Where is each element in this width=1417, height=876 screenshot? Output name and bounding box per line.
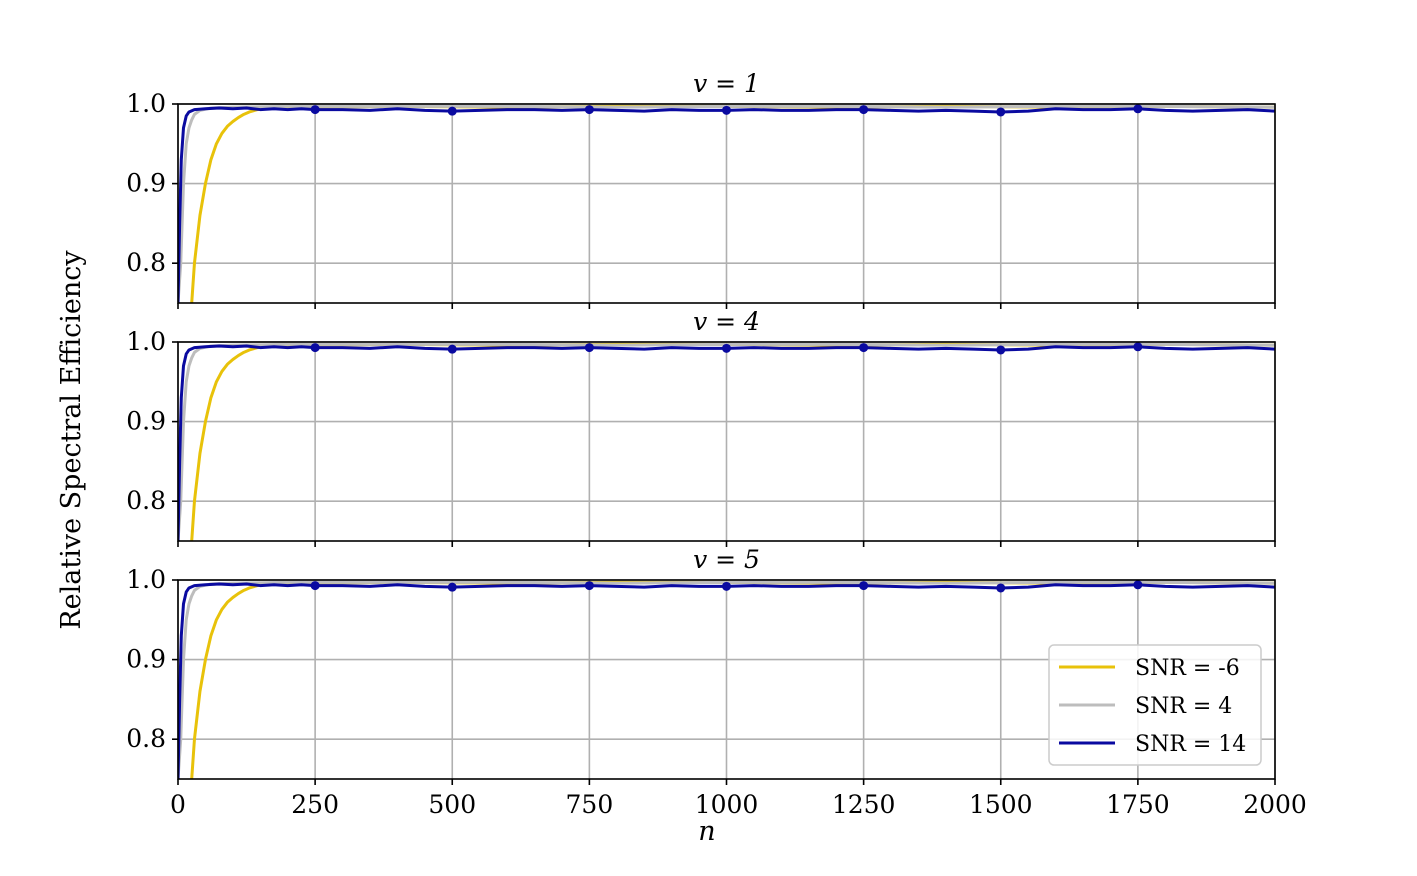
y-tick-label: 0.9 [126,169,166,198]
panel-3: 0.8 0.9 1.0 0 250 500 750 1000 1250 1500 1750 2000 v… [126,545,1307,819]
series-marker [584,581,594,591]
series-line-snr-4 [178,342,1275,541]
series-marker [584,105,594,115]
series-marker [859,105,869,115]
legend-box [1048,644,1262,766]
legend-label: SNR = 14 [1135,732,1246,757]
series-line-snr-6 [190,104,1275,303]
series-marker [722,343,731,353]
series-marker [996,345,1006,355]
series-marker [584,343,594,353]
y-axis-label: Relative Spectral Efficiency [56,250,87,630]
series-marker [447,344,457,354]
y-tick-label: 1.0 [126,327,166,356]
x-tick-label: 1500 [969,790,1033,819]
series-marker [310,581,320,591]
series-line-snr-4 [178,580,1275,779]
panel-frame [177,103,1276,304]
series-marker [859,343,869,353]
legend: SNR = -6 SNR = 4 SNR = 14 [1048,644,1262,766]
panel-title: v = 1 [693,69,760,98]
panel-data [178,104,1275,303]
y-tick-label: 0.8 [126,724,166,753]
series-marker [447,106,457,116]
y-tick-label: 0.9 [126,645,166,674]
x-axis-label: n [698,816,715,847]
x-tick-label: 500 [428,790,476,819]
series-line-snr-4 [178,104,1275,303]
series-marker [996,583,1006,593]
x-tick-label: 250 [291,790,339,819]
x-tick-label: 1000 [695,790,759,819]
panel-frame [177,341,1276,542]
x-tick-label: 1250 [832,790,896,819]
series-marker [859,581,869,591]
panel-frame [177,579,1276,780]
series-marker [447,582,457,592]
panel-data [178,580,1275,779]
y-tick-label: 1.0 [126,89,166,118]
panels: 0.8 0.9 1.0 v = 1 0.8 0.9 1.0 v = 4 0.8 0.9 1.0 0 25… [126,69,1307,819]
panel-title: v = 4 [693,307,760,336]
panel-data [178,342,1275,541]
y-tick-label: 1.0 [126,565,166,594]
series-marker [996,107,1006,117]
y-tick-label: 0.8 [126,486,166,515]
x-tick-label: 0 [170,790,186,819]
x-tick-label: 750 [566,790,614,819]
series-marker [1133,104,1143,114]
series-marker [1133,342,1143,352]
series-marker [310,105,320,115]
series-line-snr-6 [190,342,1275,541]
y-tick-label: 0.8 [126,248,166,277]
panel-title: v = 5 [693,545,760,574]
y-tick-label: 0.9 [126,407,166,436]
x-tick-label: 1750 [1106,790,1170,819]
legend-label: SNR = -6 [1135,656,1240,681]
panel-2: 0.8 0.9 1.0 v = 4 [126,307,1276,547]
series-marker [722,581,731,591]
panel-1: 0.8 0.9 1.0 v = 1 [126,69,1276,309]
series-marker [310,343,320,353]
series-marker [722,105,731,115]
legend-label: SNR = 4 [1135,694,1232,719]
series-marker [1133,580,1143,590]
x-tick-label: 2000 [1243,790,1307,819]
